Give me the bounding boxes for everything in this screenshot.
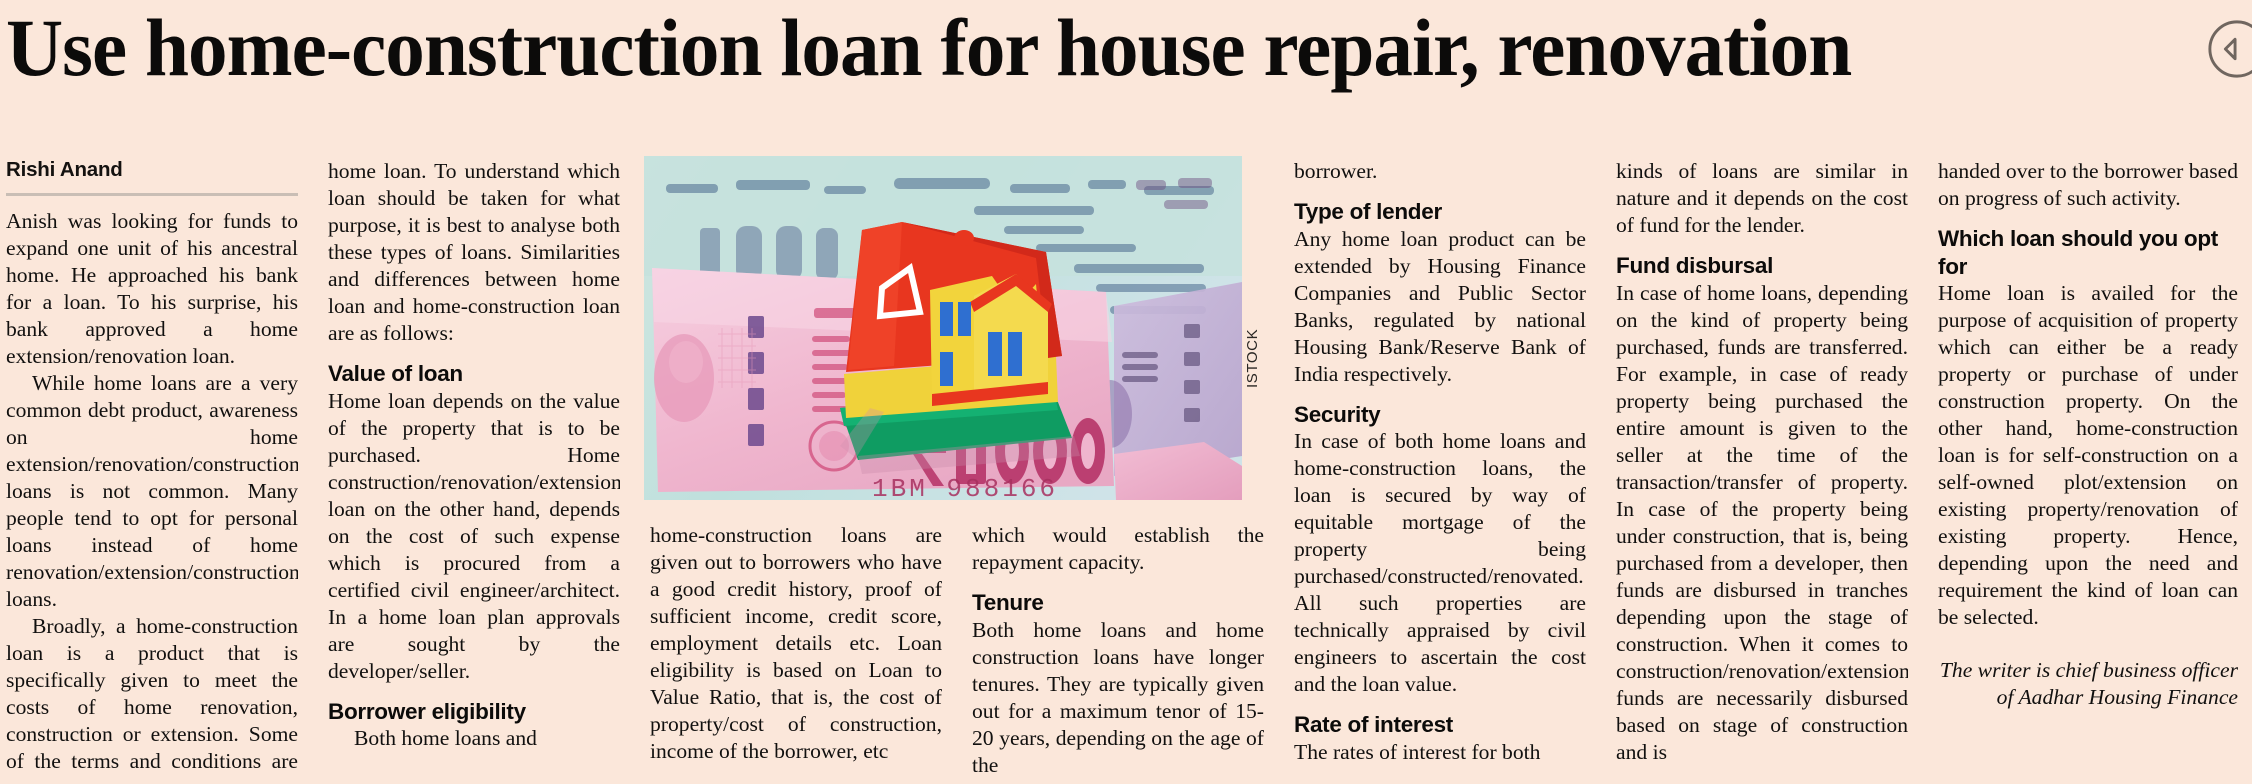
svg-text:1BM 988166: 1BM 988166 <box>872 474 1058 500</box>
subheading-which-loan: Which loan should you opt for <box>1938 226 2218 279</box>
column-5: borrower. Type of lender Any home loan p… <box>1294 158 1586 778</box>
column-6: kinds of loans are similar in nature and… <box>1616 158 1908 778</box>
paragraph: While home loans are a very common debt … <box>6 371 298 611</box>
byline-author: Rishi Anand <box>6 158 123 181</box>
photo-illustration: 1BM 988166 <box>644 156 1242 500</box>
spacer <box>328 685 620 698</box>
spacer <box>1616 239 1908 252</box>
article-columns: Rishi Anand Anish was looking for funds … <box>6 158 2246 778</box>
paragraph: handed over to the borrower based on pro… <box>1938 159 2238 210</box>
paragraph: home loan. To understand which loan shou… <box>328 159 620 345</box>
paragraph: Both home loans and home construction lo… <box>972 617 1264 777</box>
spacer <box>1294 388 1586 401</box>
column-3: home-construction loans are given out to… <box>650 522 942 778</box>
page-title: Use home-construction loan for house rep… <box>6 2 1852 93</box>
paragraph: Any home loan product can be extended by… <box>1294 226 1586 386</box>
rotate-back-circle-icon[interactable] <box>2206 18 2252 80</box>
spacer <box>328 347 620 360</box>
article-photo: 1BM 988166 <box>644 156 1261 500</box>
paragraph: In case of both home loans and home-cons… <box>1294 429 1586 696</box>
subheading-rate-of-interest: Rate of interest <box>1294 712 1453 737</box>
column-2: home loan. To understand which loan shou… <box>328 158 620 778</box>
subheading-fund-disbursal: Fund disbursal <box>1616 253 1774 278</box>
paragraph: Home loan depends on the value of the pr… <box>328 388 620 683</box>
subheading-security: Security <box>1294 401 1381 427</box>
paragraph: borrower. <box>1294 159 1378 183</box>
paragraph: kinds of loans are similar in nature and… <box>1616 159 1908 237</box>
column-1: Rishi Anand Anish was looking for funds … <box>6 158 298 778</box>
column-7: handed over to the borrower based on pro… <box>1938 158 2238 778</box>
subheading-value-of-loan: Value of loan <box>328 361 463 386</box>
paragraph: The rates of interest for both <box>1294 739 1541 764</box>
paragraph: which would establish the repayment capa… <box>972 523 1264 574</box>
paragraph: Home loan is availed for the purpose of … <box>1938 281 2238 629</box>
writer-credit: The writer is chief business officer of … <box>1939 658 2238 709</box>
paragraph: Anish was looking for funds to expand on… <box>6 209 298 368</box>
spacer <box>1294 698 1586 711</box>
paragraph: home-construction loans are given out to… <box>650 523 942 763</box>
column-4: which would establish the repayment capa… <box>972 522 1264 778</box>
subheading-borrower-eligibility: Borrower eligibility <box>328 698 526 724</box>
paragraph: In case of home loans, depending on the … <box>1616 280 1908 764</box>
spacer <box>1938 212 2238 225</box>
subheading-type-of-lender: Type of lender <box>1294 199 1442 224</box>
spacer <box>972 576 1264 589</box>
photo-image: 1BM 988166 <box>644 156 1242 500</box>
paragraph: Broadly, a home-construction loan is a p… <box>6 614 298 778</box>
byline-divider <box>6 193 298 196</box>
spacer <box>1294 185 1586 198</box>
subheading-tenure: Tenure <box>972 590 1044 615</box>
paragraph: Both home loans and <box>354 726 537 750</box>
